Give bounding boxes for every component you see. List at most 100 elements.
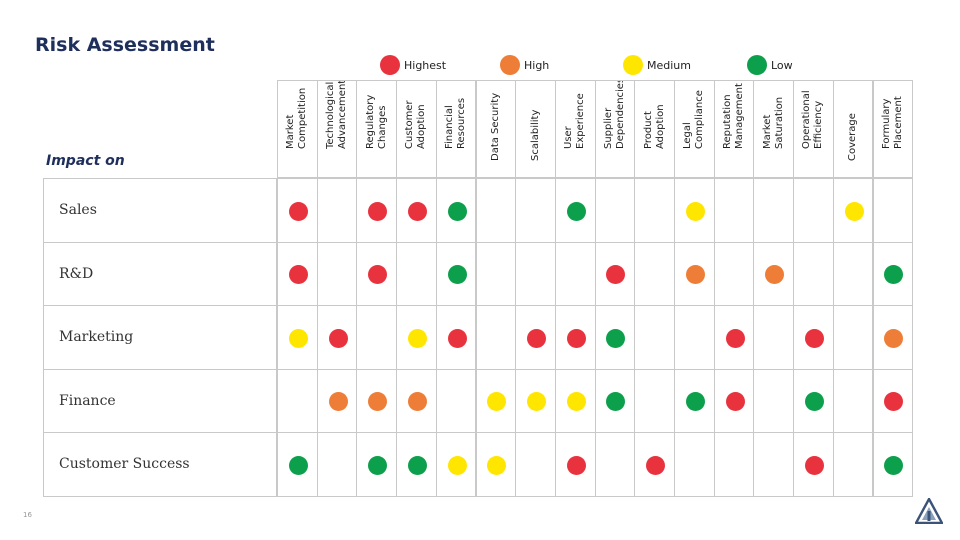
risk-dot-highest <box>606 265 626 285</box>
column-header-label: Reputation Management <box>722 83 746 149</box>
matrix-cell <box>832 178 874 243</box>
risk-dot-low <box>884 265 904 285</box>
matrix-cell <box>594 241 636 306</box>
matrix-cell <box>674 368 715 433</box>
matrix-cell <box>356 305 398 370</box>
matrix-cell <box>872 432 914 497</box>
matrix-cell <box>316 178 358 243</box>
matrix-cell <box>634 178 675 243</box>
risk-dot-highest <box>725 392 745 412</box>
matrix-cell <box>674 432 715 497</box>
matrix-cell <box>634 305 675 370</box>
column-header: Operational Efficiency <box>793 80 834 178</box>
matrix-cell <box>594 178 636 243</box>
legend-label: High <box>524 58 550 72</box>
matrix-cell <box>515 305 556 370</box>
risk-dot-high <box>884 328 904 348</box>
risk-dot-highest <box>646 455 666 475</box>
column-header: Supplier Dependencies <box>594 80 636 178</box>
matrix-cell <box>356 432 398 497</box>
legend-label: Low <box>771 58 793 72</box>
risk-dot-high <box>685 265 705 285</box>
matrix-cell <box>475 241 517 306</box>
legend-item-medium: Medium <box>623 54 691 76</box>
matrix-cell <box>832 305 874 370</box>
matrix-cell <box>753 432 795 497</box>
matrix-cell <box>515 178 556 243</box>
matrix-cell <box>396 432 437 497</box>
legend-dot-low <box>747 55 767 75</box>
risk-dot-highest <box>566 455 586 475</box>
legend-dot-highest <box>380 55 400 75</box>
column-header-label: Supplier Dependencies <box>602 80 626 149</box>
matrix-cell <box>515 368 556 433</box>
matrix-cell <box>872 305 914 370</box>
risk-dot-low <box>884 455 904 475</box>
legend-item-low: Low <box>747 54 793 76</box>
risk-dot-medium <box>844 201 864 221</box>
legend-dot-high <box>500 55 520 75</box>
risk-dot-highest <box>804 455 824 475</box>
matrix-cell <box>396 241 437 306</box>
risk-dot-highest <box>804 328 824 348</box>
matrix-cell <box>674 241 715 306</box>
matrix-cell <box>594 368 636 433</box>
risk-dot-medium <box>685 201 705 221</box>
risk-dot-high <box>765 265 785 285</box>
matrix-cell <box>793 178 834 243</box>
matrix-cell <box>356 368 398 433</box>
risk-dot-medium <box>487 455 507 475</box>
column-header: Data Security <box>475 80 517 178</box>
matrix-cell <box>674 305 715 370</box>
risk-dot-highest <box>288 265 308 285</box>
impact-on-label: Impact on <box>46 153 125 169</box>
risk-dot-low <box>566 201 586 221</box>
risk-dot-highest <box>884 392 904 412</box>
risk-dot-low <box>407 455 427 475</box>
risk-dot-highest <box>368 201 388 221</box>
matrix-cell <box>793 305 834 370</box>
column-header-label: Market Competition <box>285 87 309 149</box>
column-header-label: Data Security <box>489 92 501 161</box>
matrix-cell <box>793 432 834 497</box>
matrix-cell <box>515 241 556 306</box>
risk-dot-medium <box>527 392 547 412</box>
column-header: Scalability <box>515 80 556 178</box>
column-header-label: Financial Resources <box>444 97 468 149</box>
matrix-cell <box>554 305 596 370</box>
matrix-cell <box>793 241 834 306</box>
column-header-label: Formulary Placement <box>880 96 904 149</box>
matrix-cell <box>475 368 517 433</box>
risk-dot-high <box>328 392 348 412</box>
matrix-cell <box>475 432 517 497</box>
column-header-label: Regulatory Changes <box>364 94 388 149</box>
matrix-cell <box>713 368 755 433</box>
matrix-cell <box>872 178 914 243</box>
matrix-cell <box>713 241 755 306</box>
matrix-cell <box>634 432 675 497</box>
column-header-label: Legal Compliance <box>682 90 706 149</box>
column-header: Reputation Management <box>713 80 755 178</box>
legend-dot-medium <box>623 55 643 75</box>
matrix-cell <box>832 241 874 306</box>
row-label: Sales <box>43 178 277 243</box>
row-label: Finance <box>43 368 277 433</box>
risk-dot-highest <box>368 265 388 285</box>
risk-dot-medium <box>487 392 507 412</box>
matrix-cell <box>356 241 398 306</box>
risk-dot-low <box>447 265 467 285</box>
matrix-cell <box>594 305 636 370</box>
row-label: Customer Success <box>43 432 277 497</box>
risk-dot-highest <box>288 201 308 221</box>
matrix-cell <box>753 305 795 370</box>
matrix-cell <box>515 432 556 497</box>
matrix-cell <box>277 305 318 370</box>
matrix-cell <box>356 178 398 243</box>
risk-dot-medium <box>407 328 427 348</box>
matrix-cell <box>277 432 318 497</box>
matrix-cell <box>674 178 715 243</box>
column-header-label: Coverage <box>847 113 859 161</box>
risk-dot-low <box>606 392 626 412</box>
column-header: Coverage <box>832 80 874 178</box>
risk-dot-highest <box>566 328 586 348</box>
